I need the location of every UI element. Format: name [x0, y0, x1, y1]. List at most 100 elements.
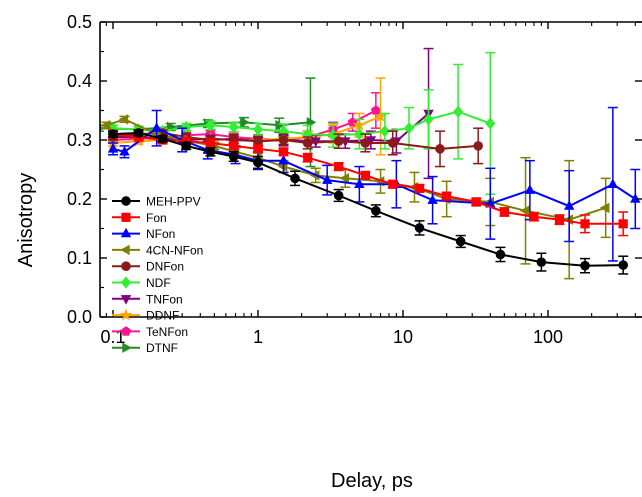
legend-marker: [119, 308, 133, 321]
data-point: [442, 191, 452, 201]
legend-item-tnfon: TNFon: [112, 292, 183, 306]
data-point: [107, 143, 119, 153]
data-point: [339, 173, 349, 184]
data-point: [473, 141, 483, 151]
data-point: [133, 128, 144, 138]
legend-label: DTNF: [146, 341, 178, 355]
x-tick-label: 1: [253, 327, 263, 347]
legend-marker: [120, 326, 132, 336]
y-tick-label: 0.4: [67, 71, 92, 91]
data-point: [499, 207, 509, 217]
data-point: [536, 257, 547, 267]
data-point: [607, 178, 619, 188]
data-point: [240, 117, 250, 128]
legend-marker: [121, 196, 131, 206]
data-point: [303, 153, 313, 163]
data-point: [599, 202, 610, 214]
data-point: [453, 105, 464, 118]
y-tick-label: 0.2: [67, 189, 92, 209]
data-point: [334, 162, 344, 172]
data-point: [333, 190, 344, 201]
legend-label: MEH-PPV: [146, 195, 201, 209]
data-point: [495, 249, 506, 260]
data-point: [403, 122, 415, 135]
data-point: [379, 125, 390, 138]
legend-item-meh-ppv: MEH-PPV: [112, 195, 201, 209]
data-point: [529, 212, 539, 222]
legend: MEH-PPV Fon NFon 4CN-NFon DNFon NDF TNFon DDNF T…: [112, 195, 203, 355]
legend-marker: [120, 276, 132, 289]
data-point: [618, 219, 628, 229]
data-point: [275, 119, 285, 131]
data-point: [524, 184, 536, 194]
legend-item-4cn-nfon: 4CN-NFon: [112, 243, 203, 257]
legend-label: Fon: [146, 211, 167, 225]
data-point: [618, 260, 628, 270]
series-nfon: [107, 106, 641, 262]
legend-item-nfon: NFon: [112, 227, 175, 241]
y-tick-label: 0.0: [67, 307, 92, 327]
data-point: [228, 120, 239, 134]
x-tick-label: 100: [533, 327, 563, 347]
data-point: [302, 138, 313, 148]
data-point: [151, 122, 162, 132]
data-point: [388, 179, 398, 189]
x-tick-label: 10: [393, 327, 413, 347]
data-point: [360, 138, 371, 148]
data-point: [414, 223, 425, 233]
data-point: [181, 141, 192, 151]
data-point: [205, 138, 216, 148]
data-point: [519, 205, 530, 217]
series-dnfon: [108, 127, 484, 168]
data-point: [630, 193, 641, 203]
data-point: [321, 174, 333, 184]
legend-label: NDF: [146, 276, 171, 290]
data-point: [253, 144, 263, 154]
data-point: [554, 215, 565, 225]
y-tick-label: 0.1: [67, 248, 92, 268]
series-meh-ppv: [108, 128, 629, 275]
legend-marker: [121, 212, 131, 222]
data-point: [371, 206, 381, 216]
legend-label: 4CN-NFon: [146, 243, 203, 257]
data-point: [435, 144, 445, 154]
data-point: [253, 136, 263, 146]
data-point: [333, 136, 344, 146]
data-point: [108, 129, 118, 139]
legend-marker: [120, 244, 130, 256]
data-point: [278, 135, 289, 145]
data-point: [205, 119, 216, 132]
legend-item-dtnf: DTNF: [112, 341, 178, 355]
data-point: [228, 151, 239, 162]
legend-item-ndf: NDF: [112, 276, 171, 290]
data-point: [427, 194, 438, 204]
legend-marker: [121, 261, 131, 272]
legend-item-ddnf: DDNF: [112, 308, 179, 323]
legend-label: DNFon: [146, 260, 184, 274]
x-axis-title: Delay, ps: [331, 470, 413, 492]
data-point: [157, 134, 168, 144]
data-point: [354, 178, 365, 188]
legend-item-dnfon: DNFon: [112, 260, 184, 274]
data-point: [563, 200, 575, 210]
legend-label: TeNFon: [146, 325, 188, 339]
data-point: [387, 138, 398, 148]
data-point: [229, 141, 239, 151]
data-point: [100, 119, 111, 131]
data-point: [370, 105, 381, 115]
data-point: [119, 145, 130, 156]
legend-item-fon: Fon: [112, 211, 167, 225]
data-point: [580, 260, 590, 271]
series-line: [112, 131, 624, 267]
data-point: [414, 183, 425, 193]
data-point: [205, 147, 216, 157]
data-point: [354, 128, 365, 141]
legend-marker: [120, 227, 132, 238]
data-point: [278, 154, 289, 165]
y-axis-title: Anisotropy: [15, 173, 37, 268]
data-point: [360, 170, 370, 180]
legend-label: NFon: [146, 227, 175, 241]
legend-label: TNFon: [146, 292, 183, 306]
legend-item-tenfon: TeNFon: [112, 325, 188, 339]
